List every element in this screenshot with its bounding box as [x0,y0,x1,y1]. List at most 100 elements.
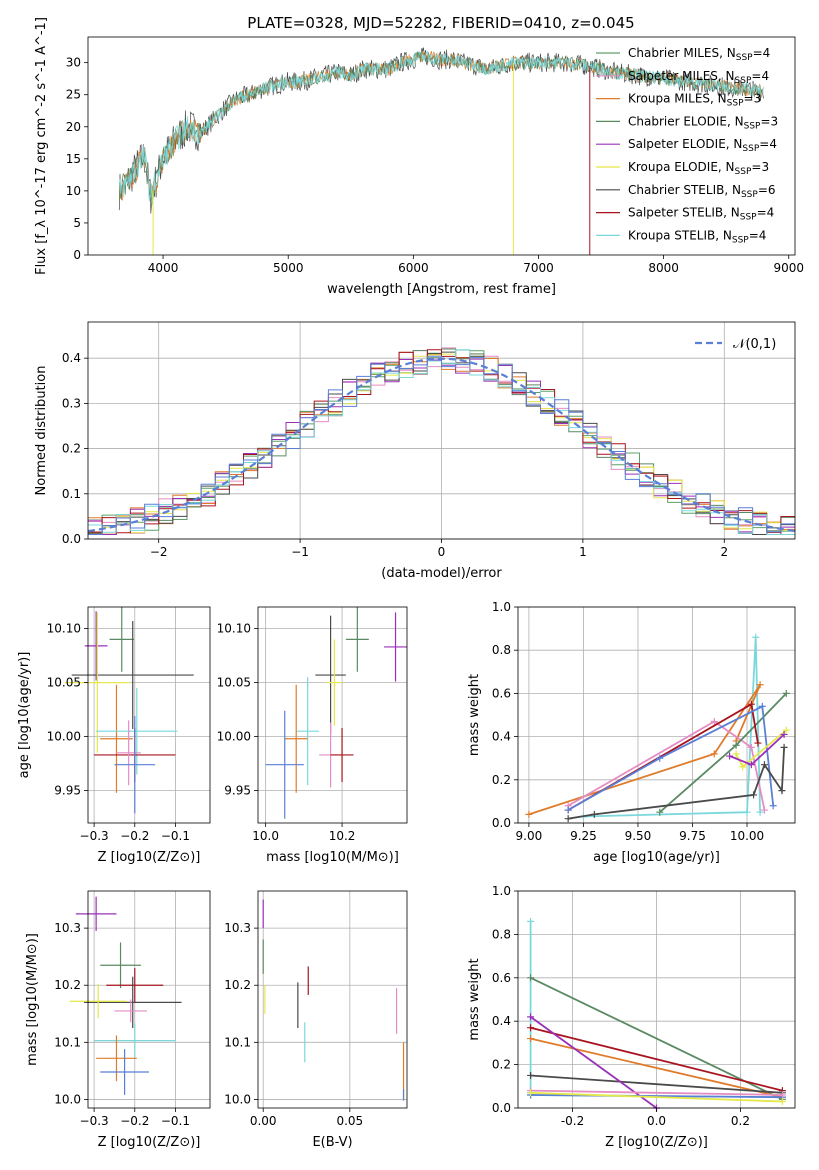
x-tick-label: −0.1 [161,829,190,843]
errorbar-point [96,688,178,775]
y-tick-label: 30 [66,56,81,70]
series-line [567,705,775,811]
series-marker [782,726,790,734]
chart-layer: 4000 5000 6000 7000 8000 9000051015202530wave… [17,17,804,1150]
series-line [530,1094,783,1099]
series-marker [590,810,598,818]
errorbar-point [83,976,182,1029]
spectrum-line [118,50,764,205]
x-tick-label: 4000 [148,261,179,275]
errorbar-point [96,1035,137,1082]
x-tick-label: −0.3 [80,829,109,843]
x-tick-label: 0.00 [250,1114,277,1128]
y-axis-label: mass weight [467,958,482,1040]
legend-label: Kroupa MILES, NSSP=3 [628,92,761,109]
y-tick-label: 10.00 [217,730,251,744]
x-axis-label: mass [log10(M/M⊙)] [266,850,399,865]
x-axis-label: (data-model)/error [381,566,502,581]
errorbar-point [114,999,147,1023]
y-tick-label: 5 [73,216,81,230]
panel-mass_weight_vs_Z: -0.2 0.0 0.2 0.0 0.2 0.4 0.6 0.8 1.0 Z [log10(Z/Z… [467,884,796,1150]
errorbar-point [71,621,194,730]
series-line [568,747,785,820]
series-marker [710,717,718,725]
series-marker [739,763,747,771]
plot-area [265,607,407,819]
y-tick-label: 0.6 [492,971,511,985]
y-tick-label: 10.0 [54,1092,81,1106]
series-line [528,684,761,816]
histogram-step [88,355,795,535]
legend: Chabrier MILES, NSSP=4 Salpeter MILES, NS… [596,46,778,245]
y-tick-label: 0.4 [492,1014,511,1028]
series-marker [778,787,786,795]
errorbar-point [284,684,308,793]
y-tick-label: 0.2 [62,442,81,456]
series-marker [743,808,751,816]
y-tick-label: 0.8 [492,927,511,941]
axes-frame [87,606,211,824]
series-marker [750,791,758,799]
series-marker [525,810,533,818]
x-tick-label: 2 [720,545,728,559]
x-tick-label: 7000 [523,261,554,275]
x-tick-label: 9.50 [625,829,652,843]
x-tick-label: 9000 [773,261,804,275]
y-tick-label: 0.4 [62,351,81,365]
plot-area [64,607,194,814]
y-tick-label: 9.95 [54,784,81,798]
errorbar-point [106,968,164,1003]
errorbar-point [114,716,156,814]
legend-label: Chabrier ELODIE, NSSP=3 [628,114,778,131]
x-axis-label: wavelength [Angstrom, rest frame] [327,282,556,297]
y-tick-label: 0.4 [492,730,511,744]
x-tick-label: 10.00 [730,829,764,843]
series-marker [564,815,572,823]
y-tick-label: 0.0 [62,532,81,546]
plot-area [262,899,405,1101]
x-tick-label: 9.25 [570,829,597,843]
series-marker [780,730,788,738]
series-line [583,637,761,818]
series-marker [756,808,764,816]
y-axis-label: mass weight [467,674,482,756]
series-line [567,720,766,811]
x-tick-label: −0.2 [120,1114,149,1128]
y-tick-label: 10.1 [54,1035,81,1049]
series-marker [732,741,740,749]
panel-mass_vs_Z: −0.3 −0.2 −0.1 10.0 10.1 10.2 10.3 Z [log10(Z/Z… [25,890,211,1150]
plot-area [87,347,796,535]
x-axis-label: E(B-V) [312,1135,352,1150]
legend-label: Chabrier MILES, NSSP=4 [628,46,770,63]
y-tick-label: 10.2 [224,978,251,992]
x-tick-label: 0.2 [731,1114,750,1128]
y-tick-label: 15 [66,152,81,166]
y-tick-label: 0 [73,248,81,262]
x-axis-label: Z [log10(Z/Z⊙)] [605,1135,708,1150]
y-tick-label: 10.00 [47,730,81,744]
panel-residuals: −2 −1 0 1 2 0.0 0.1 0.2 0.3 0.4 (data-model)/error… [34,321,796,581]
legend-label: 𝒩(0,1) [733,337,776,352]
errorbar-point [94,1023,176,1058]
series-line [530,976,783,1101]
series-marker [732,750,740,758]
series-line [530,1026,783,1092]
series-marker [756,681,764,689]
panel-age_vs_Z: −0.3 −0.2 −0.1 9.95 10.00 10.05 10.10 Z [log10(… [17,606,211,865]
axes-frame [257,606,408,824]
errorbar-point [100,942,141,989]
y-tick-label: 0.1 [62,487,81,501]
series-marker [758,702,766,710]
normal-curve [87,357,796,533]
series-marker [527,917,535,925]
y-tick-label: 0.6 [492,686,511,700]
x-tick-label: -0.2 [561,1114,584,1128]
axes-frame [87,890,211,1109]
legend-label: Kroupa ELODIE, NSSP=3 [628,160,769,177]
errorbar-point [345,607,369,672]
errorbar-point [64,612,130,753]
plot-area [525,633,790,823]
y-tick-label: 0.2 [492,773,511,787]
y-axis-label: mass [log10(M/M⊙)] [25,933,40,1066]
series-marker [754,739,762,747]
